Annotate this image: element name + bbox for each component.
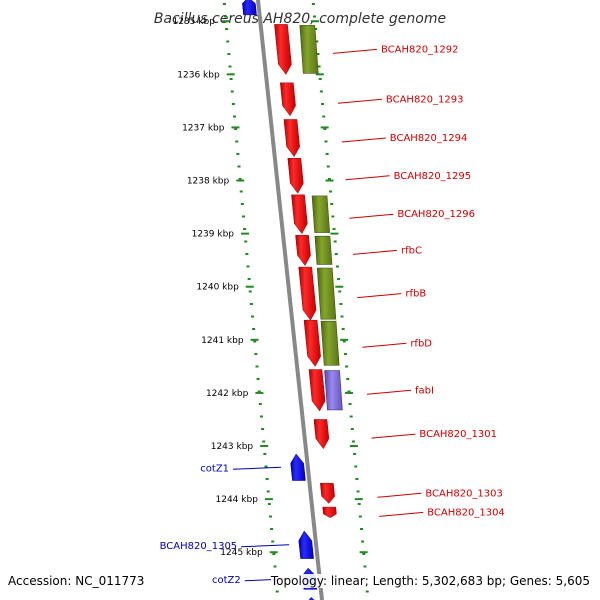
gene-arrow[interactable] bbox=[298, 266, 317, 321]
gene-label-leader bbox=[345, 175, 390, 181]
feature-block-olive[interactable] bbox=[311, 195, 330, 233]
gene-arrow[interactable] bbox=[320, 482, 335, 504]
feature-block-purple[interactable] bbox=[324, 370, 343, 411]
gene-arrow[interactable] bbox=[298, 530, 314, 559]
gene-label[interactable]: cotZ2 bbox=[212, 575, 241, 586]
gene-label[interactable]: BCAH820_1293 bbox=[386, 94, 464, 105]
gene-label-leader bbox=[362, 342, 407, 348]
backbone-layer bbox=[255, 0, 325, 600]
gene-label-leader bbox=[366, 389, 412, 395]
kbp-tick-label: 1236 kbp bbox=[177, 70, 220, 80]
kbp-tick-label: 1243 kbp bbox=[211, 442, 254, 452]
gene-label-leader bbox=[371, 433, 416, 439]
gene-label[interactable]: cotZ1 bbox=[200, 463, 229, 474]
feature-block-olive[interactable] bbox=[316, 267, 337, 320]
accession-text: Accession: NC_011773 bbox=[8, 574, 145, 588]
gene-arrow[interactable] bbox=[287, 157, 304, 194]
feature-block-olive[interactable] bbox=[314, 235, 333, 265]
gene-label-leader bbox=[377, 492, 422, 498]
gene-label[interactable]: BCAH820_1305 bbox=[160, 541, 238, 552]
kbp-tick-label: 1237 kbp bbox=[182, 123, 225, 133]
gene-label-leader bbox=[352, 249, 398, 255]
gene-label[interactable]: BCAH820_1304 bbox=[427, 507, 505, 518]
gene-arrow[interactable] bbox=[303, 319, 321, 367]
gene-layer bbox=[242, 0, 343, 600]
gene-label[interactable]: BCAH820_1296 bbox=[397, 209, 475, 220]
gene-arrow[interactable] bbox=[280, 82, 296, 117]
gene-label-leader bbox=[379, 511, 424, 517]
gene-arrow[interactable] bbox=[322, 506, 337, 518]
gene-label[interactable]: BCAH820_1295 bbox=[394, 171, 472, 182]
gene-label-leader bbox=[233, 466, 282, 470]
kbp-tick-label: 1240 kbp bbox=[196, 283, 239, 293]
gene-label-leader bbox=[357, 293, 402, 299]
gene-arrow[interactable] bbox=[295, 234, 311, 266]
gene-label[interactable]: rfbD bbox=[410, 338, 432, 349]
gene-label-leader bbox=[332, 48, 377, 54]
gene-label[interactable]: BCAH820_1301 bbox=[419, 429, 497, 440]
kbp-tick-label: 1244 kbp bbox=[216, 495, 259, 505]
label-layer: BCAH820_1292 BCAH820_1293 BCAH820_1294 BCAH… bbox=[160, 44, 505, 585]
gene-arrow[interactable] bbox=[242, 0, 257, 16]
gene-label-leader bbox=[241, 544, 290, 548]
map-title: Bacillus cereus AH820, complete genome bbox=[154, 11, 446, 27]
kbp-tick-label: 1235 kbp bbox=[173, 17, 216, 27]
genome-backbone bbox=[255, 0, 325, 600]
gene-label-leader bbox=[341, 137, 386, 143]
feature-block-olive[interactable] bbox=[320, 320, 340, 366]
kbp-tick-label: 1242 kbp bbox=[206, 389, 249, 399]
feature-block-olive[interactable] bbox=[299, 25, 319, 74]
kbp-tick-label: 1238 kbp bbox=[187, 177, 230, 187]
gene-label[interactable]: BCAH820_1303 bbox=[425, 488, 503, 499]
gene-label[interactable]: BCAH820_1292 bbox=[381, 44, 459, 55]
gene-arrow[interactable] bbox=[290, 453, 306, 481]
axis-layer: 1235 kbp 1236 kbp 1237 kbp 1238 kbp 1239 kbp… bbox=[173, 3, 369, 593]
gene-label[interactable]: rfbC bbox=[401, 245, 422, 256]
kbp-tick-label: 1245 kbp bbox=[220, 548, 263, 558]
gene-arrow[interactable] bbox=[283, 119, 300, 158]
gene-label[interactable]: BCAH820_1294 bbox=[390, 133, 468, 144]
genome-summary: Topology: linear; Length: 5,302,683 bp; … bbox=[270, 574, 590, 588]
gene-arrow[interactable] bbox=[305, 596, 319, 600]
gene-arrow[interactable] bbox=[291, 194, 308, 235]
gene-label[interactable]: fabI bbox=[415, 385, 434, 396]
gene-label-leader bbox=[337, 98, 382, 104]
gene-arrow[interactable] bbox=[274, 24, 292, 75]
kbp-tick-label: 1241 kbp bbox=[201, 336, 244, 346]
gene-arrow[interactable] bbox=[313, 419, 330, 450]
gene-label[interactable]: rfbB bbox=[405, 289, 426, 300]
kbp-tick-label: 1239 kbp bbox=[192, 230, 235, 240]
gene-arrow[interactable] bbox=[308, 369, 326, 412]
gene-label-leader bbox=[349, 213, 394, 219]
